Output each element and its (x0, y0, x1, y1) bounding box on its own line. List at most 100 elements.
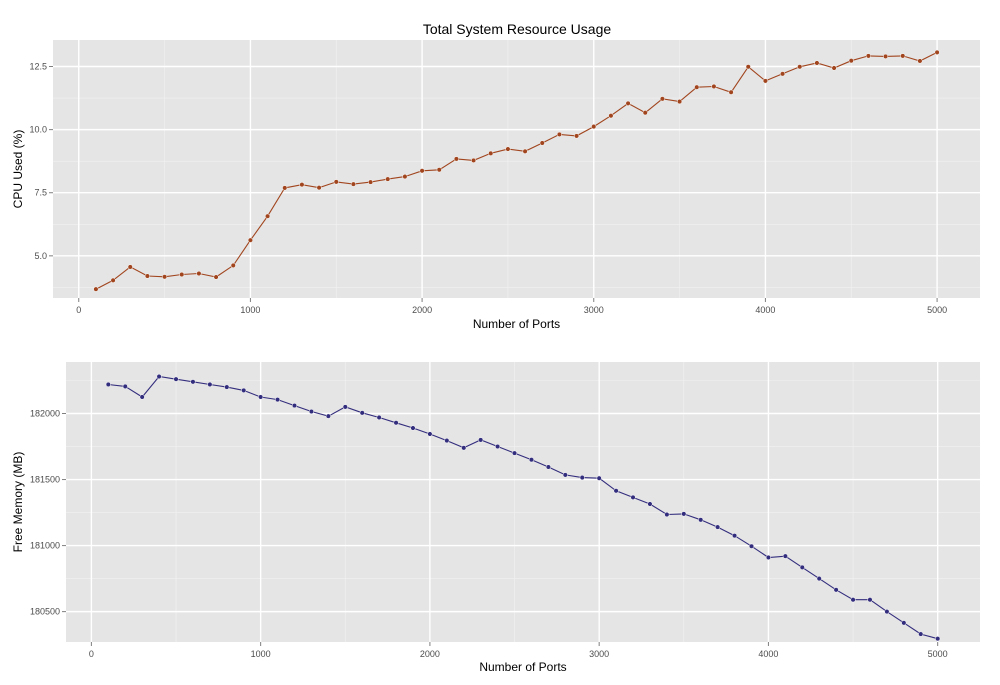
memory-data-point (461, 445, 467, 451)
memory-data-point (495, 443, 501, 450)
memory-data-point (427, 431, 433, 437)
cpu-data-point (230, 262, 236, 268)
memory-data-point (545, 464, 551, 470)
cpu-data-point (93, 286, 99, 292)
cpu-data-point (247, 237, 253, 243)
cpu-y-tick-label: 12.5 (29, 62, 47, 72)
cpu-data-point (333, 179, 339, 185)
memory-data-point (715, 524, 721, 530)
chart-title: Total System Resource Usage (423, 21, 612, 37)
cpu-data-point (110, 277, 116, 283)
memory-data-point (630, 494, 636, 500)
memory-data-point (850, 597, 856, 603)
cpu-x-axis-label: Number of Ports (473, 317, 560, 331)
cpu-data-point (127, 264, 133, 270)
memory-data-point (139, 394, 145, 400)
memory-data-point (342, 404, 348, 410)
memory-data-point (241, 387, 247, 393)
cpu-y-axis-label: CPU Used (%) (11, 130, 25, 209)
cpu-data-point (659, 96, 665, 102)
memory-data-point (833, 587, 839, 593)
cpu-data-point (677, 99, 683, 105)
cpu-data-point (814, 60, 820, 66)
memory-data-point (308, 408, 314, 415)
cpu-data-point (797, 64, 803, 70)
memory-data-point (647, 501, 653, 507)
cpu-data-point (299, 182, 305, 188)
cpu-data-point (539, 140, 545, 146)
memory-data-point (478, 437, 484, 443)
cpu-data-point (917, 58, 923, 64)
memory-data-point (884, 609, 890, 615)
cpu-data-point (350, 181, 356, 187)
memory-plot-area (66, 362, 980, 642)
cpu-data-point (368, 179, 374, 185)
cpu-data-point (625, 100, 631, 106)
cpu-data-point (522, 148, 528, 154)
cpu-data-point (213, 274, 219, 280)
memory-x-tick-label: 0 (89, 649, 94, 659)
memory-data-point (376, 414, 382, 421)
memory-data-point (359, 410, 365, 416)
cpu-plot-area (53, 40, 980, 298)
memory-x-axis-label: Number of Ports (479, 660, 566, 674)
memory-data-point (867, 597, 873, 603)
memory-x-tick-label: 2000 (420, 649, 440, 659)
cpu-data-point (831, 65, 837, 71)
memory-data-point (190, 379, 196, 385)
cpu-data-point (436, 167, 442, 173)
memory-x-tick-label: 5000 (928, 649, 948, 659)
memory-data-point (393, 420, 399, 426)
cpu-x-tick-label: 3000 (584, 305, 604, 315)
cpu-x-tick-label: 2000 (412, 305, 432, 315)
cpu-data-point (402, 174, 408, 180)
cpu-data-point (144, 273, 150, 279)
cpu-data-point (574, 133, 580, 139)
memory-data-point (613, 488, 619, 494)
memory-data-point (410, 425, 416, 431)
cpu-chart: 0 1000 2000 3000 4000 5000 5.0 7.5 10.0 12.5 Numb… (11, 40, 980, 331)
memory-series-line (108, 375, 938, 640)
memory-data-point (664, 511, 670, 518)
memory-data-point (156, 373, 162, 380)
cpu-data-point (934, 49, 940, 55)
cpu-data-point (848, 58, 854, 64)
memory-data-point (275, 397, 281, 403)
memory-y-tick-label: 180500 (30, 607, 60, 617)
cpu-data-point (385, 176, 391, 182)
memory-y-tick-label: 181500 (30, 475, 60, 485)
cpu-data-point (162, 274, 168, 280)
memory-data-point (105, 381, 111, 388)
memory-data-point (291, 403, 298, 409)
memory-data-point (444, 438, 450, 444)
memory-data-point (748, 543, 755, 549)
memory-data-point (782, 553, 788, 559)
memory-data-point (122, 383, 128, 389)
cpu-data-point (642, 110, 648, 116)
memory-y-tick-label: 181000 (30, 541, 60, 551)
cpu-data-point (505, 146, 511, 152)
cpu-data-point (900, 53, 906, 59)
cpu-data-point (591, 124, 597, 130)
memory-chart: 0 1000 2000 3000 4000 5000 180500 181000 181500 1… (11, 362, 980, 674)
memory-y-axis-label: Free Memory (MB) (11, 452, 25, 553)
memory-data-point (816, 576, 822, 582)
cpu-data-point (179, 271, 185, 278)
memory-data-point (918, 631, 924, 637)
memory-data-point (935, 636, 941, 642)
memory-data-point (528, 457, 535, 463)
memory-data-point (224, 384, 230, 390)
memory-data-point (562, 472, 568, 478)
cpu-data-point (316, 185, 322, 191)
memory-x-tick-label: 1000 (251, 649, 271, 659)
cpu-x-tick-label: 4000 (755, 305, 775, 315)
cpu-data-point (453, 156, 459, 162)
cpu-x-tick-label: 5000 (927, 305, 947, 315)
cpu-y-tick-label: 5.0 (34, 251, 47, 261)
cpu-data-point (865, 53, 871, 59)
cpu-data-point (780, 71, 786, 77)
memory-data-point (698, 517, 704, 523)
memory-data-point (207, 381, 213, 388)
cpu-data-point (711, 83, 717, 90)
cpu-data-point (608, 113, 614, 119)
